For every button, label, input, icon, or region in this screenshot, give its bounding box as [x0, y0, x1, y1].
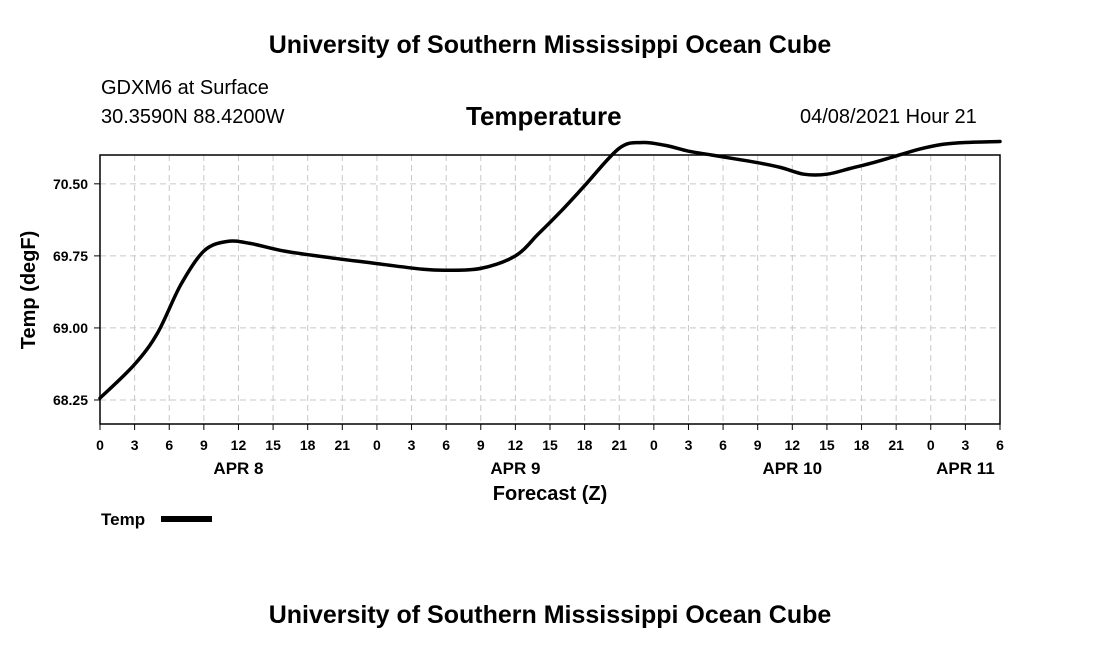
- grid-layer: [100, 155, 1000, 424]
- day-label: APR 8: [213, 459, 263, 478]
- y-tick-label: 68.25: [53, 392, 88, 408]
- legend-line-swatch: [161, 516, 212, 522]
- chart-title: Temperature: [466, 101, 622, 131]
- x-tick-label: 21: [611, 437, 627, 453]
- day-label: APR 10: [763, 459, 823, 478]
- x-tick-label: 6: [165, 437, 173, 453]
- y-tick-label: 70.50: [53, 176, 88, 192]
- x-tick-label: 3: [408, 437, 416, 453]
- x-tick-label: 9: [200, 437, 208, 453]
- x-tick-label: 3: [961, 437, 969, 453]
- x-axis-label: Forecast (Z): [493, 483, 607, 505]
- x-tick-label: 12: [231, 437, 247, 453]
- x-tick-label: 18: [300, 437, 316, 453]
- y-axis-label: Temp (degF): [18, 231, 40, 350]
- y-tick-label: 69.00: [53, 320, 88, 336]
- x-tick-label: 18: [577, 437, 593, 453]
- x-tick-label: 0: [927, 437, 935, 453]
- station-label: GDXM6 at Surface: [101, 77, 269, 99]
- x-tick-label: 21: [888, 437, 904, 453]
- x-tick-label: 6: [442, 437, 450, 453]
- x-tick-label: 15: [265, 437, 281, 453]
- datetime-label: 04/08/2021 Hour 21: [800, 106, 977, 128]
- legend-label: Temp: [101, 510, 146, 529]
- x-tick-label: 12: [508, 437, 524, 453]
- x-tick-label: 6: [996, 437, 1004, 453]
- x-tick-label: 0: [650, 437, 658, 453]
- day-label: APR 11: [936, 459, 995, 478]
- x-tick-label: 3: [685, 437, 693, 453]
- x-tick-label: 15: [542, 437, 558, 453]
- temp-series-line: [98, 139, 1002, 400]
- x-tick-label: 9: [754, 437, 762, 453]
- x-tick-label: 6: [719, 437, 727, 453]
- coordinates-label: 30.3590N 88.4200W: [101, 106, 285, 128]
- x-tick-label: 9: [477, 437, 485, 453]
- page-title-top: University of Southern Mississippi Ocean…: [268, 31, 832, 59]
- page-title-bottom: University of Southern Mississippi Ocean…: [268, 601, 832, 629]
- y-tick-label: 69.75: [53, 248, 88, 264]
- ticks-layer: 0 3 6 9 12 15 18 21 0 3 6 9 12 15 18 21 0 3 6 9 12 15 18 21 0 3 6 6…: [53, 176, 1004, 478]
- x-tick-label: 18: [854, 437, 870, 453]
- day-label: APR 9: [490, 459, 540, 478]
- x-tick-label: 15: [819, 437, 835, 453]
- x-tick-label: 3: [131, 437, 139, 453]
- x-tick-label: 21: [335, 437, 351, 453]
- x-tick-label: 0: [96, 437, 104, 453]
- x-tick-label: 12: [785, 437, 801, 453]
- x-tick-label: 0: [373, 437, 381, 453]
